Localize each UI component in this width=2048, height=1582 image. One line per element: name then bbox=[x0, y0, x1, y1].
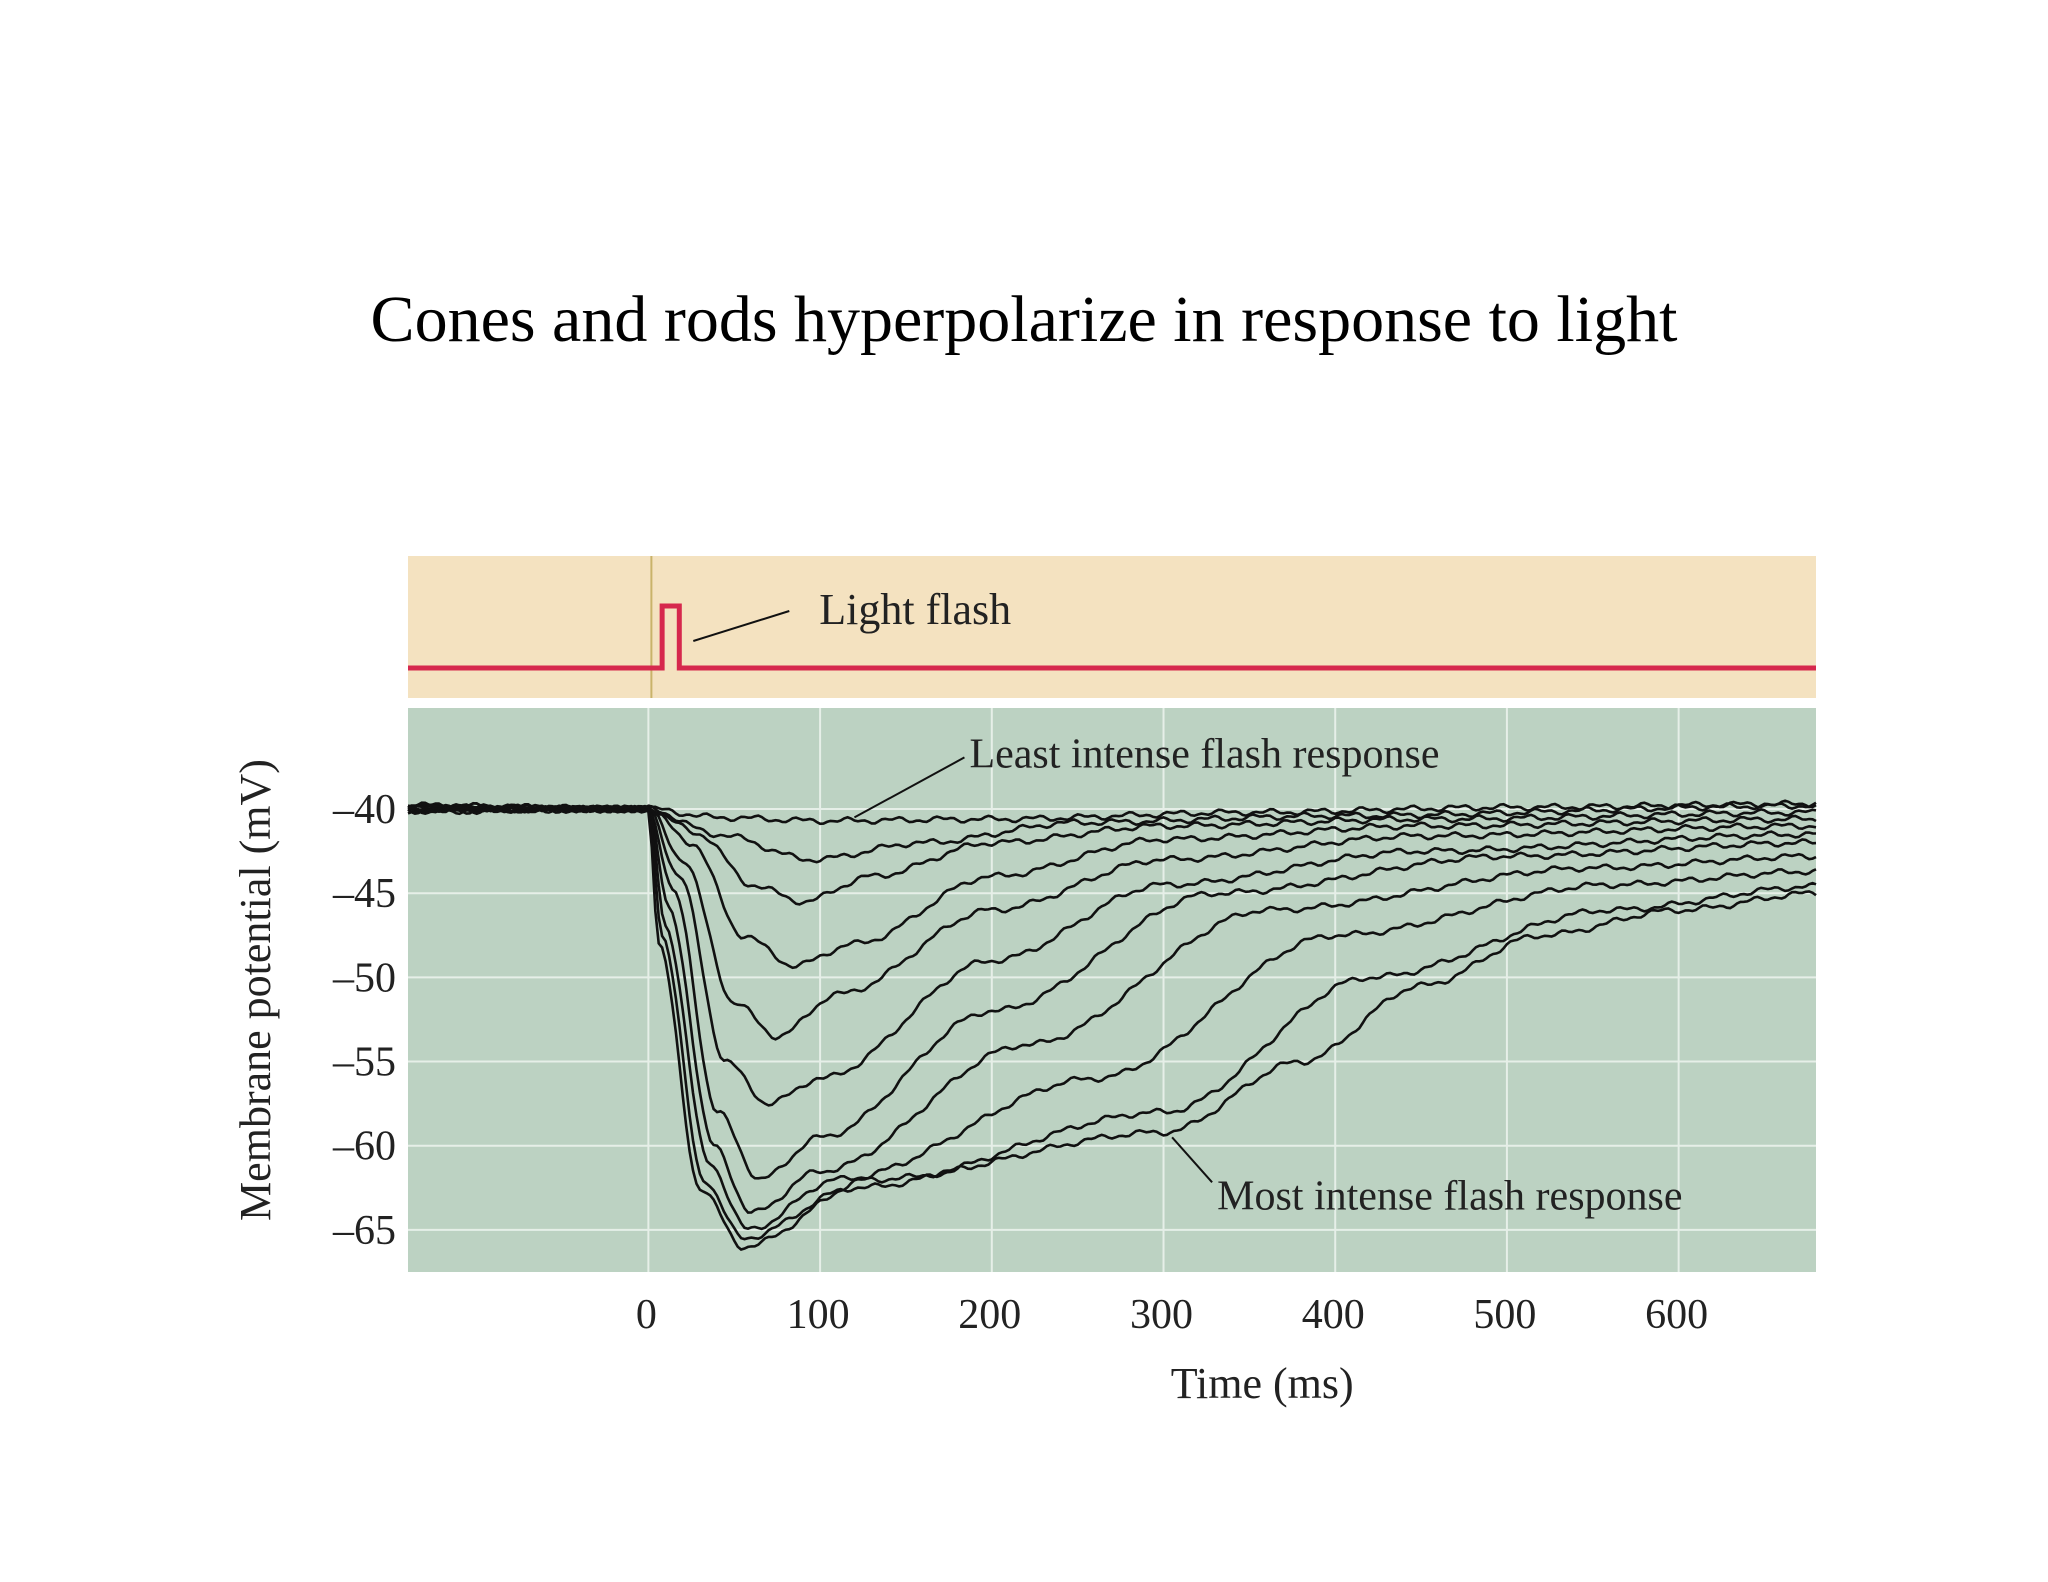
x-tick-label: 400 bbox=[1302, 1292, 1365, 1338]
slide-title: Cones and rods hyperpolarize in response… bbox=[370, 283, 1678, 356]
light-flash-trace bbox=[408, 603, 1816, 671]
x-tick-label: 500 bbox=[1473, 1292, 1536, 1338]
x-tick-label: 300 bbox=[1130, 1292, 1193, 1338]
response-trace bbox=[407, 803, 1817, 1251]
x-axis-ticks: 0 100 200 300 400 500 600 bbox=[636, 1292, 1708, 1338]
y-tick-label: –60 bbox=[332, 1124, 396, 1170]
response-traces bbox=[407, 799, 1817, 1251]
y-axis-label: Membrane potential (mV) bbox=[231, 759, 280, 1221]
most-intense-leader-line bbox=[1171, 1136, 1213, 1183]
response-panel bbox=[408, 708, 1816, 1272]
light-flash-label: Light flash bbox=[819, 585, 1011, 634]
x-tick-label: 0 bbox=[636, 1292, 657, 1338]
y-tick-label: –50 bbox=[332, 955, 396, 1001]
x-tick-label: 100 bbox=[787, 1292, 850, 1338]
least-intense-leader-line bbox=[853, 756, 965, 819]
flash-panel bbox=[408, 556, 1816, 698]
light-flash-leader-line bbox=[692, 610, 790, 642]
y-tick-label: –40 bbox=[332, 787, 396, 833]
least-intense-label: Least intense flash response bbox=[969, 731, 1439, 777]
x-tick-label: 600 bbox=[1645, 1292, 1708, 1338]
x-tick-label: 200 bbox=[958, 1292, 1021, 1338]
x-axis-label: Time (ms) bbox=[1171, 1359, 1354, 1408]
y-tick-label: –55 bbox=[332, 1040, 396, 1086]
most-intense-label: Most intense flash response bbox=[1217, 1173, 1682, 1219]
response-trace bbox=[407, 804, 1817, 1241]
y-tick-label: –65 bbox=[332, 1208, 396, 1254]
y-axis-ticks: –40 –45 –50 –55 –60 –65 bbox=[332, 787, 396, 1254]
y-tick-label: –45 bbox=[332, 871, 396, 917]
response-trace bbox=[407, 801, 1817, 1214]
